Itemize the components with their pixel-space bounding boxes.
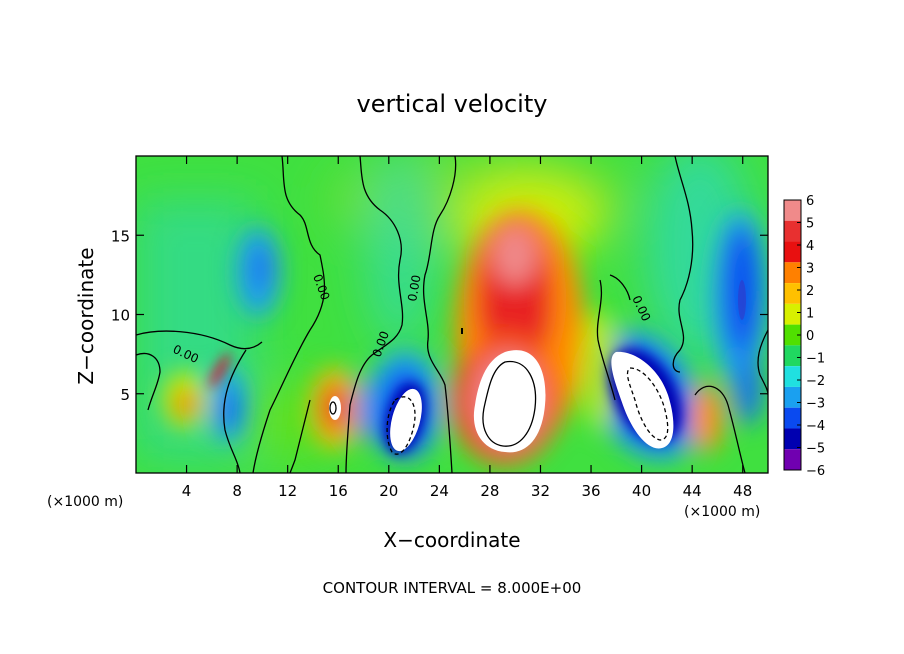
contour-zero-right-b [609, 274, 631, 301]
downdraft-far-right-lower [734, 355, 762, 425]
core-purple-far-right [738, 280, 746, 320]
colorbar-label: 2 [806, 284, 814, 299]
colorbar-label: 6 [806, 194, 814, 209]
colorbar-swatch [784, 345, 801, 367]
colorbar-label: 3 [806, 262, 814, 277]
colorbar-label: 5 [806, 217, 814, 232]
colorbar-swatch [784, 366, 801, 387]
colorbar-swatch [784, 241, 801, 263]
contour-zero-left-c [223, 349, 247, 473]
colorbar-label: 1 [806, 307, 814, 322]
band-cyan-center [365, 156, 435, 350]
x-tick-label: 40 [632, 482, 651, 500]
y-axis-label: Z−coordinate [74, 247, 98, 384]
downdraft-upper-left-core [252, 246, 272, 290]
core-white-updraft [473, 350, 546, 453]
colorbar-swatch [784, 303, 801, 325]
chart-title: vertical velocity [357, 90, 548, 118]
colorbar: 6 5 4 3 2 1 0 −1 −2 −3 −4 −5 −6 [783, 194, 825, 479]
contour-zero-left-b [136, 352, 161, 411]
x-tick-label: 44 [683, 482, 702, 500]
colorbar-swatch [784, 200, 801, 221]
contour-interval-footer: CONTOUR INTERVAL = 8.000E+00 [323, 579, 582, 597]
contour-zero-right-a [596, 279, 616, 401]
colorbar-swatch [784, 324, 801, 346]
contour-zero-mid-a [289, 399, 311, 473]
x-tick-label: 48 [733, 482, 752, 500]
x-tick-label: 32 [531, 482, 550, 500]
x-tick-label: 12 [278, 482, 297, 500]
x-tick-label: 20 [379, 482, 398, 500]
core-red-left [209, 352, 231, 388]
colorbar-label: 4 [806, 239, 814, 254]
colorbar-label: −4 [806, 419, 825, 434]
colorbar-swatch [784, 449, 801, 470]
contour-lines [136, 156, 768, 473]
x-axis-label: X−coordinate [383, 528, 520, 552]
contour-zero-tall-center [345, 156, 404, 473]
contour-pos-updraft [482, 361, 537, 447]
y-tick-label: 10 [111, 307, 130, 325]
contour-neg-dashed-right [626, 367, 669, 441]
x-tick-label: 28 [480, 482, 499, 500]
contour-zero-right-d [694, 385, 746, 473]
core-white-downdraft [611, 351, 674, 449]
x-unit-left: (×1000 m) [47, 494, 123, 510]
contour-zero-center-b [422, 156, 457, 473]
colorbar-label: −1 [806, 352, 825, 367]
downdraft-left-core [222, 392, 238, 428]
core-white-red [329, 396, 341, 420]
contour-zero-tall-left [252, 156, 326, 473]
colorbar-swatch [784, 283, 801, 304]
contour-zero-left-a [136, 330, 263, 350]
colorbar-label: −6 [806, 464, 825, 479]
contour-pos-small [329, 401, 337, 415]
x-tick-label: 24 [430, 482, 449, 500]
y-tick-label: 5 [120, 386, 130, 404]
colorbar-label: 0 [806, 329, 814, 344]
contour-label-4: 0.00 [405, 274, 423, 303]
colorbar-label: −2 [806, 374, 825, 389]
heatmap-field [136, 156, 768, 473]
colorbar-swatch [784, 220, 801, 242]
colorbar-swatch [784, 262, 801, 284]
colorbar-label: −5 [806, 442, 825, 457]
updraft-yellow-right [580, 310, 620, 430]
colorbar-swatch [784, 407, 801, 429]
x-tick-label: 4 [182, 482, 192, 500]
updraft-right-orange [691, 384, 723, 452]
x-unit-right: (×1000 m) [684, 504, 760, 520]
y-axis: 5 10 15 [111, 227, 768, 404]
colorbar-swatch [784, 428, 801, 450]
x-tick-label: 16 [329, 482, 348, 500]
x-axis: 4 8 12 16 20 24 28 32 36 40 44 48 [182, 156, 752, 500]
y-tick-label: 15 [111, 227, 130, 245]
updraft-plume-top [493, 225, 537, 285]
contour-zero-right-c [672, 156, 694, 373]
colorbar-label: −3 [806, 397, 825, 412]
updraft-left-red [176, 390, 196, 418]
x-tick-label: 36 [581, 482, 600, 500]
x-tick-label: 8 [232, 482, 242, 500]
colorbar-swatch [784, 386, 801, 408]
contour-zero-far-right [757, 329, 768, 396]
